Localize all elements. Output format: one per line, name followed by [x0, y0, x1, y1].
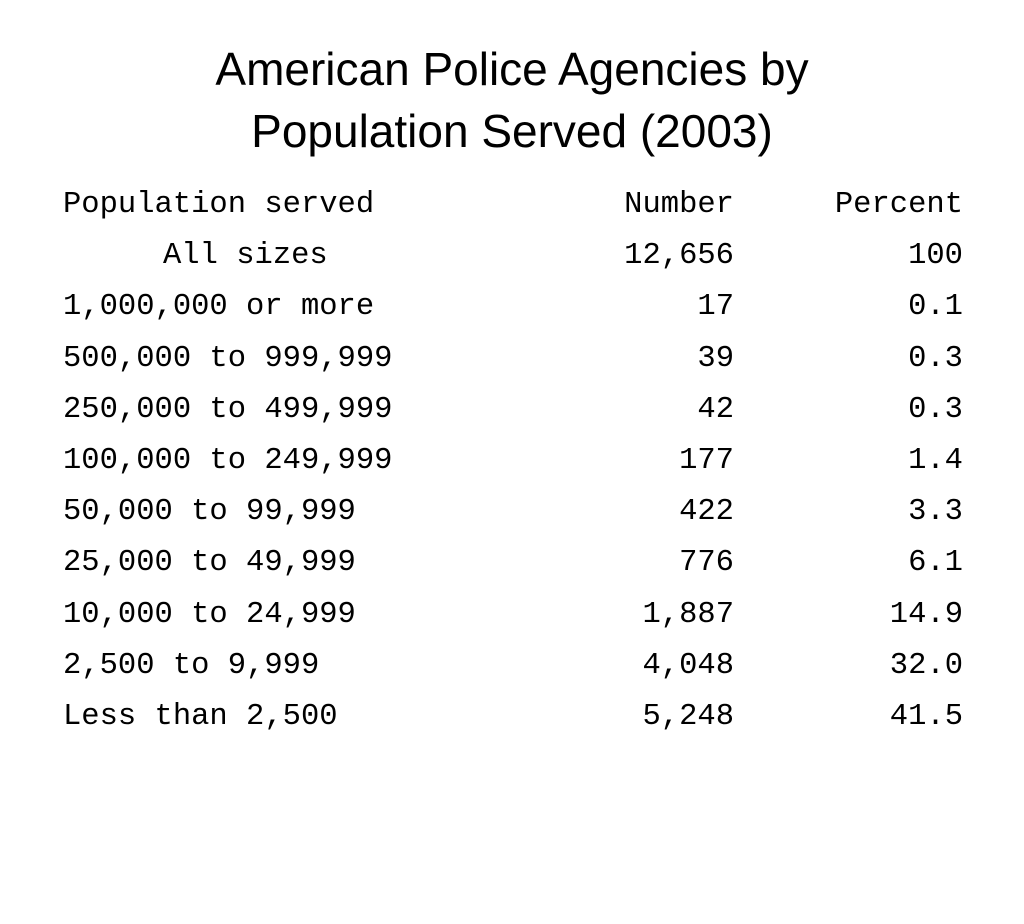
table-header-row: Population served Number Percent	[63, 182, 963, 233]
header-percent: Percent	[834, 188, 963, 222]
row-population: 500,000 to 999,999	[63, 341, 393, 376]
table-row: 250,000 to 499,999 42 0.3	[63, 387, 963, 438]
title-line-2: Population Served (2003)	[251, 105, 773, 157]
row-percent: 6.1	[908, 546, 963, 581]
row-population: 25,000 to 49,999	[63, 546, 356, 581]
table-row: 500,000 to 999,999 39 0.3	[63, 336, 963, 387]
row-population: 10,000 to 24,999	[63, 597, 356, 632]
row-percent: 0.3	[908, 341, 963, 376]
header-population-served: Population served	[63, 188, 375, 222]
slide-title: American Police Agencies by Population S…	[0, 38, 1024, 162]
table-row: 100,000 to 249,999 177 1.4	[63, 438, 963, 489]
row-number: 42	[697, 392, 734, 427]
agencies-table: Population served Number Percent All siz…	[63, 182, 963, 745]
row-population: Less than 2,500	[63, 699, 338, 734]
row-percent: 3.3	[908, 495, 963, 530]
row-number: 776	[679, 546, 734, 581]
row-population: All sizes	[163, 239, 328, 274]
table-row: 10,000 to 24,999 1,887 14.9	[63, 592, 963, 643]
row-population: 100,000 to 249,999	[63, 443, 393, 478]
row-number: 1,887	[642, 597, 734, 632]
row-number: 4,048	[642, 648, 734, 683]
row-percent: 41.5	[889, 699, 963, 734]
row-population: 2,500 to 9,999	[63, 648, 320, 683]
row-number: 422	[679, 495, 734, 530]
row-percent: 100	[908, 239, 963, 274]
row-number: 177	[679, 443, 734, 478]
row-number: 5,248	[642, 699, 734, 734]
row-population: 250,000 to 499,999	[63, 392, 393, 427]
row-percent: 1.4	[908, 443, 963, 478]
row-number: 12,656	[624, 239, 734, 274]
row-number: 17	[697, 290, 734, 325]
row-percent: 0.1	[908, 290, 963, 325]
row-percent: 32.0	[889, 648, 963, 683]
table-row: 1,000,000 or more 17 0.1	[63, 284, 963, 335]
table-row: 50,000 to 99,999 422 3.3	[63, 489, 963, 540]
row-percent: 0.3	[908, 392, 963, 427]
table-row: 25,000 to 49,999 776 6.1	[63, 540, 963, 591]
table-row: 2,500 to 9,999 4,048 32.0	[63, 643, 963, 694]
row-population: 50,000 to 99,999	[63, 495, 356, 530]
row-population: 1,000,000 or more	[63, 290, 375, 325]
table-row: All sizes 12,656 100	[63, 233, 963, 284]
row-percent: 14.9	[889, 597, 963, 632]
title-line-1: American Police Agencies by	[215, 43, 809, 95]
header-number: Number	[624, 188, 734, 222]
table-row: Less than 2,500 5,248 41.5	[63, 694, 963, 745]
row-number: 39	[697, 341, 734, 376]
